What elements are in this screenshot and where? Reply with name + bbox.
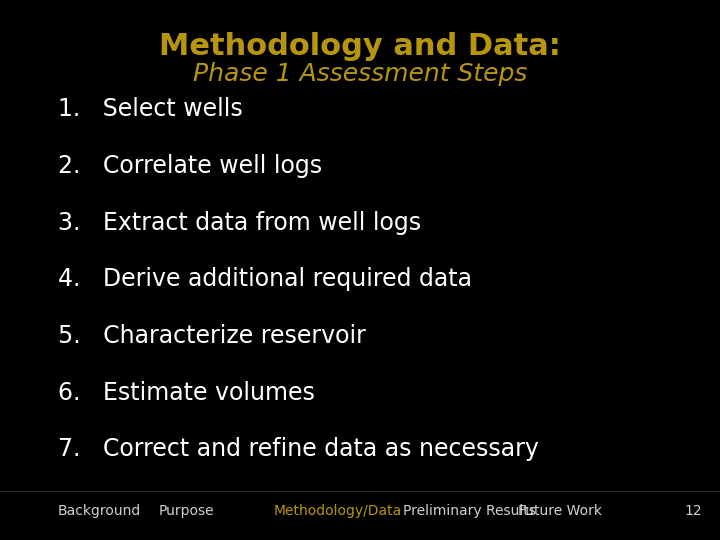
Text: Future Work: Future Work xyxy=(518,504,603,518)
Text: 2.   Correlate well logs: 2. Correlate well logs xyxy=(58,154,322,178)
Text: Background: Background xyxy=(58,504,141,518)
Text: Methodology/Data: Methodology/Data xyxy=(274,504,402,518)
Text: 6.   Estimate volumes: 6. Estimate volumes xyxy=(58,381,315,404)
Text: Preliminary Results: Preliminary Results xyxy=(403,504,536,518)
Text: Methodology and Data:: Methodology and Data: xyxy=(159,32,561,62)
Text: 5.   Characterize reservoir: 5. Characterize reservoir xyxy=(58,324,366,348)
Text: Phase 1 Assessment Steps: Phase 1 Assessment Steps xyxy=(193,62,527,86)
Text: Purpose: Purpose xyxy=(158,504,214,518)
Text: 12: 12 xyxy=(684,504,701,518)
Text: 1.   Select wells: 1. Select wells xyxy=(58,97,243,121)
Text: 7.   Correct and refine data as necessary: 7. Correct and refine data as necessary xyxy=(58,437,539,461)
Text: 3.   Extract data from well logs: 3. Extract data from well logs xyxy=(58,211,420,234)
Text: 4.   Derive additional required data: 4. Derive additional required data xyxy=(58,267,472,291)
